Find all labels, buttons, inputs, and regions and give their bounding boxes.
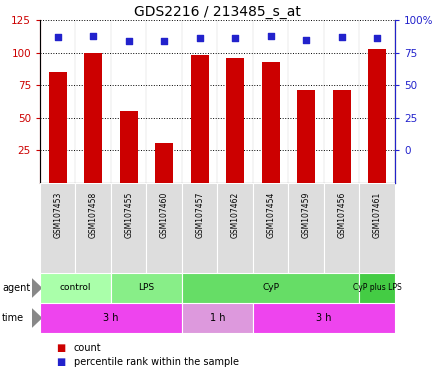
Text: GSM107454: GSM107454: [266, 192, 275, 238]
Bar: [181, 183, 217, 273]
Text: LPS: LPS: [138, 283, 154, 293]
Point: [54, 34, 61, 40]
Bar: [181, 273, 358, 303]
Text: percentile rank within the sample: percentile rank within the sample: [74, 357, 238, 367]
Bar: [226, 58, 243, 183]
Text: 3 h: 3 h: [103, 313, 118, 323]
Text: 1 h: 1 h: [209, 313, 225, 323]
Bar: [217, 183, 253, 273]
Bar: [40, 303, 181, 333]
Bar: [155, 142, 173, 183]
Point: [266, 33, 273, 39]
Bar: [191, 55, 208, 183]
Text: 3 h: 3 h: [316, 313, 331, 323]
Text: ■: ■: [56, 343, 66, 353]
Bar: [49, 72, 66, 183]
Point: [302, 36, 309, 43]
Text: GSM107455: GSM107455: [124, 192, 133, 238]
Text: control: control: [59, 283, 91, 293]
Bar: [76, 183, 111, 273]
Text: GSM107462: GSM107462: [230, 192, 239, 238]
Bar: [368, 49, 385, 183]
Text: GSM107453: GSM107453: [53, 192, 62, 238]
Point: [125, 38, 132, 44]
Bar: [253, 303, 394, 333]
Bar: [111, 183, 146, 273]
Text: GSM107457: GSM107457: [195, 192, 204, 238]
Text: GSM107460: GSM107460: [159, 192, 168, 238]
Point: [231, 35, 238, 41]
Point: [338, 34, 345, 40]
Text: ■: ■: [56, 357, 66, 367]
Bar: [84, 53, 102, 183]
Text: GDS2216 / 213485_s_at: GDS2216 / 213485_s_at: [134, 5, 300, 19]
Point: [373, 35, 380, 41]
Bar: [323, 183, 358, 273]
Bar: [358, 273, 394, 303]
Text: count: count: [74, 343, 102, 353]
Point: [161, 38, 168, 44]
Bar: [181, 303, 253, 333]
Text: agent: agent: [2, 283, 30, 293]
Bar: [332, 90, 350, 183]
Text: GSM107458: GSM107458: [89, 192, 98, 238]
Bar: [40, 273, 111, 303]
Text: GSM107456: GSM107456: [336, 192, 345, 238]
Text: time: time: [2, 313, 24, 323]
Bar: [261, 62, 279, 183]
Bar: [288, 183, 323, 273]
Bar: [146, 183, 181, 273]
Text: GSM107459: GSM107459: [301, 192, 310, 238]
Point: [89, 33, 96, 39]
Bar: [358, 183, 394, 273]
Point: [196, 35, 203, 41]
Polygon shape: [32, 309, 41, 327]
Polygon shape: [32, 279, 41, 297]
Text: CyP plus LPS: CyP plus LPS: [352, 283, 401, 293]
Text: GSM107461: GSM107461: [372, 192, 381, 238]
Bar: [120, 111, 137, 183]
Text: CyP: CyP: [262, 283, 279, 293]
Bar: [40, 183, 76, 273]
Bar: [297, 90, 314, 183]
Bar: [111, 273, 181, 303]
Bar: [253, 183, 288, 273]
